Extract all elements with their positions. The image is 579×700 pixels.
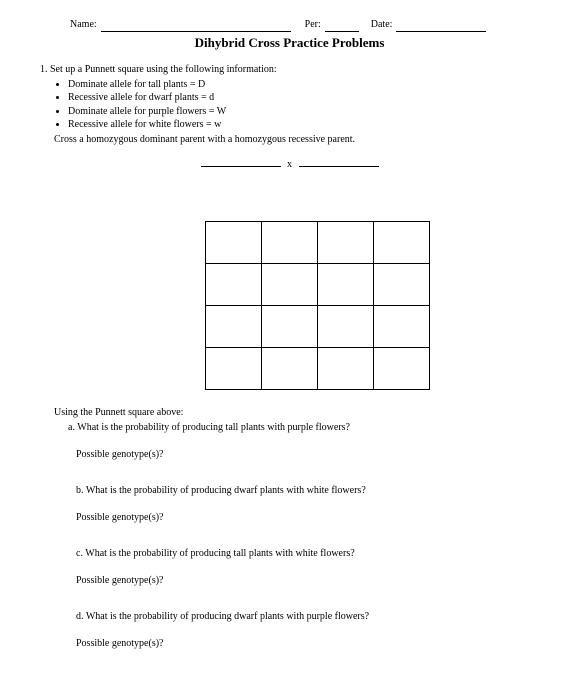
punnett-row-label[interactable] bbox=[149, 348, 205, 390]
parent1-blank[interactable] bbox=[201, 156, 281, 167]
q1-intro: 1. Set up a Punnett square using the fol… bbox=[40, 63, 539, 77]
name-blank[interactable] bbox=[101, 21, 291, 32]
punnett-cell[interactable] bbox=[205, 348, 261, 390]
per-label: Per: bbox=[305, 18, 321, 32]
possible-genotypes-d: Possible genotype(s)? bbox=[76, 637, 539, 651]
punnett-cell[interactable] bbox=[205, 222, 261, 264]
worksheet-title: Dihybrid Cross Practice Problems bbox=[40, 34, 539, 52]
punnett-cell[interactable] bbox=[261, 306, 317, 348]
q1-bullets: Dominate allele for tall plants = D Rece… bbox=[68, 78, 539, 132]
punnett-cell[interactable] bbox=[373, 306, 429, 348]
punnett-cell[interactable] bbox=[373, 222, 429, 264]
per-blank[interactable] bbox=[325, 21, 359, 32]
punnett-cell[interactable] bbox=[261, 222, 317, 264]
bullet-1: Dominate allele for tall plants = D bbox=[68, 78, 539, 92]
cross-instruction: Cross a homozygous dominant parent with … bbox=[54, 133, 539, 147]
punnett-cell[interactable] bbox=[373, 348, 429, 390]
possible-genotypes-b: Possible genotype(s)? bbox=[76, 511, 539, 525]
punnett-row-label[interactable] bbox=[149, 222, 205, 264]
parent-cross-blanks: x bbox=[40, 156, 539, 172]
using-label: Using the Punnett square above: bbox=[54, 406, 539, 420]
punnett-col-label[interactable] bbox=[373, 180, 429, 222]
punnett-col-label[interactable] bbox=[317, 180, 373, 222]
punnett-cell[interactable] bbox=[205, 264, 261, 306]
punnett-cell[interactable] bbox=[373, 264, 429, 306]
possible-genotypes-c: Possible genotype(s)? bbox=[76, 574, 539, 588]
punnett-col-label[interactable] bbox=[261, 180, 317, 222]
header-line: Name: Per: Date: bbox=[40, 18, 539, 32]
possible-genotypes-a: Possible genotype(s)? bbox=[76, 448, 539, 462]
punnett-corner bbox=[149, 180, 205, 222]
date-label: Date: bbox=[371, 18, 393, 32]
punnett-table bbox=[149, 180, 430, 391]
cross-x: x bbox=[283, 159, 296, 170]
punnett-cell[interactable] bbox=[261, 264, 317, 306]
punnett-row-label[interactable] bbox=[149, 306, 205, 348]
name-label: Name: bbox=[70, 18, 97, 32]
punnett-cell[interactable] bbox=[261, 348, 317, 390]
punnett-square bbox=[40, 180, 539, 391]
sub-c: c. What is the probability of producing … bbox=[76, 547, 539, 561]
punnett-cell[interactable] bbox=[317, 264, 373, 306]
date-blank[interactable] bbox=[396, 21, 486, 32]
punnett-col-label[interactable] bbox=[205, 180, 261, 222]
punnett-cell[interactable] bbox=[317, 306, 373, 348]
punnett-cell[interactable] bbox=[317, 348, 373, 390]
sub-a: a. What is the probability of producing … bbox=[68, 421, 539, 435]
punnett-row-label[interactable] bbox=[149, 264, 205, 306]
punnett-cell[interactable] bbox=[205, 306, 261, 348]
bullet-2: Recessive allele for dwarf plants = d bbox=[68, 91, 539, 105]
sub-d: d. What is the probability of producing … bbox=[76, 610, 539, 624]
sub-b: b. What is the probability of producing … bbox=[76, 484, 539, 498]
parent2-blank[interactable] bbox=[299, 156, 379, 167]
bullet-3: Dominate allele for purple flowers = W bbox=[68, 105, 539, 119]
bullet-4: Recessive allele for white flowers = w bbox=[68, 118, 539, 132]
worksheet-page: Name: Per: Date: Dihybrid Cross Practice… bbox=[0, 0, 579, 700]
punnett-cell[interactable] bbox=[317, 222, 373, 264]
